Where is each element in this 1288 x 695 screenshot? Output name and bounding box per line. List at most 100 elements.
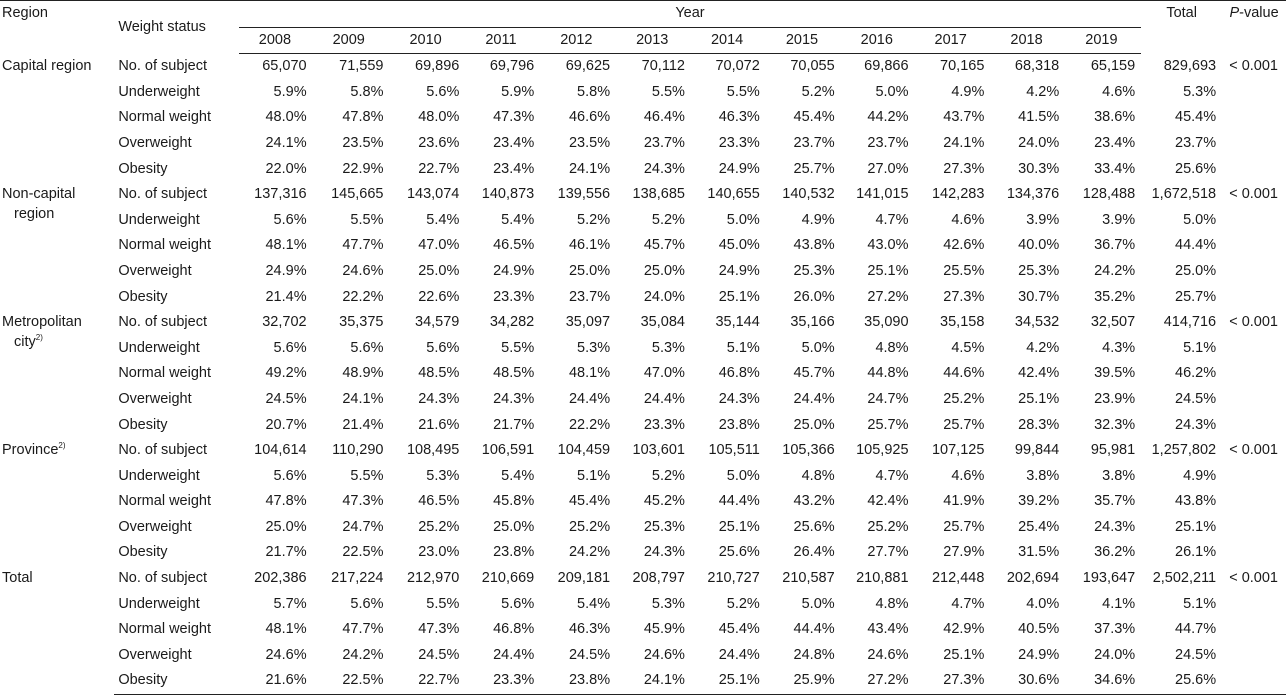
cell-2013: 23.3% xyxy=(643,416,685,433)
cell-2019: 128,488 xyxy=(1082,186,1136,203)
cell-2019: 34.6% xyxy=(1065,668,1142,695)
cell-total: 46.2% xyxy=(1175,365,1217,382)
cell-2017: 4.6% xyxy=(951,467,985,484)
cell-2019: 36.2% xyxy=(1094,544,1136,561)
weight-status-label: Underweight xyxy=(118,467,200,484)
cell-2012: 69,625 xyxy=(565,58,611,75)
weight-status-label: No. of subject xyxy=(118,57,207,74)
cell-2011: 45.8% xyxy=(493,493,535,510)
cell-2009: 5.8% xyxy=(350,83,384,100)
cell-2014: 24.9% xyxy=(718,160,760,177)
cell-2015: 105,366 xyxy=(782,442,835,459)
cell-pvalue: < 0.001 xyxy=(1229,186,1278,203)
weight-status-label: Overweight xyxy=(118,262,192,279)
weight-status-label: No. of subject xyxy=(118,570,207,587)
cell-2011: 46.5% xyxy=(493,237,535,254)
cell-2011: 21.7% xyxy=(493,416,535,433)
cell-2012: 23.8% xyxy=(540,668,617,695)
cell-2015: 140,532 xyxy=(782,186,835,203)
cell-pvalue xyxy=(1222,259,1286,285)
cell-2018: 99,844 xyxy=(1014,442,1060,459)
cell-2010: 5.6% xyxy=(426,83,460,100)
year-header-2009: 2009 xyxy=(312,27,390,55)
cell-2008: 65,070 xyxy=(262,58,307,75)
weight-status-label: Normal weight xyxy=(118,365,211,382)
cell-2016: 5.0% xyxy=(875,83,909,100)
weight-status-label: Normal weight xyxy=(118,237,211,254)
cell-2013: 45.2% xyxy=(643,493,685,510)
cell-2013: 24.0% xyxy=(643,288,685,305)
cell-2019: 23.9% xyxy=(1094,390,1136,407)
cell-2010: 5.4% xyxy=(426,211,460,228)
cell-2012: 25.0% xyxy=(568,262,611,279)
table-header: Region Weight status Year Total P-value … xyxy=(0,0,1286,55)
cell-2016: 42.4% xyxy=(867,493,909,510)
cell-2018: 3.9% xyxy=(1026,211,1060,228)
cell-2014: 44.4% xyxy=(718,493,760,510)
cell-2016: 44.2% xyxy=(867,109,909,126)
cell-2011: 24.3% xyxy=(493,390,535,407)
cell-2011: 210,669 xyxy=(481,570,535,587)
cell-2009: 22.5% xyxy=(312,668,390,695)
cell-total: 829,693 xyxy=(1163,57,1217,74)
cell-2012: 45.4% xyxy=(568,493,611,510)
cell-pvalue xyxy=(1222,361,1286,387)
cell-2013: 47.0% xyxy=(643,365,685,382)
cell-2019: 37.3% xyxy=(1094,621,1136,638)
cell-2019: 3.9% xyxy=(1102,211,1136,228)
cell-2010: 47.3% xyxy=(418,621,460,638)
cell-2018: 30.3% xyxy=(1018,160,1060,177)
cell-2010: 23.6% xyxy=(418,134,460,151)
cell-total: 26.1% xyxy=(1175,544,1217,561)
table-row: Overweight 24.1% 23.5% 23.6% 23.4% 23.5% 23.7%… xyxy=(0,131,1286,157)
weight-status-label: Normal weight xyxy=(118,493,211,510)
cell-2010: 69,896 xyxy=(415,58,460,75)
pvalue-italic-p: P xyxy=(1229,5,1240,21)
cell-2019: 33.4% xyxy=(1094,160,1136,177)
cell-2009: 217,224 xyxy=(331,570,384,587)
cell-2008: 21.4% xyxy=(265,288,307,305)
cell-2018: 25.1% xyxy=(1018,390,1060,407)
region-header: Region xyxy=(2,5,48,21)
cell-2015: 43.8% xyxy=(793,237,835,254)
cell-2015: 4.9% xyxy=(801,211,835,228)
cell-2017: 25.7% xyxy=(943,518,985,535)
table-row: Underweight 5.6% 5.5% 5.3% 5.4% 5.1% 5.2% 5.0% 4… xyxy=(0,464,1286,490)
table-row: Overweight 24.5% 24.1% 24.3% 24.3% 24.4% 24.4%… xyxy=(0,387,1286,413)
region-name-line1: Non-capital xyxy=(2,186,76,203)
cell-2012: 46.1% xyxy=(568,237,611,254)
cell-2010: 46.5% xyxy=(418,493,460,510)
region-name: Capital region xyxy=(0,54,114,182)
cell-2016: 4.8% xyxy=(875,339,909,356)
cell-2008: 5.6% xyxy=(273,211,307,228)
table-row: Capital region No. of subject 65,070 71,559… xyxy=(0,54,1286,80)
total-header: Total xyxy=(1166,5,1197,21)
table-row: Overweight 24.9% 24.6% 25.0% 24.9% 25.0% 25.0%… xyxy=(0,259,1286,285)
cell-2015: 45.7% xyxy=(793,365,835,382)
cell-2016: 69,866 xyxy=(864,58,909,75)
cell-2009: 145,665 xyxy=(331,186,384,203)
cell-2018: 42.4% xyxy=(1018,365,1060,382)
cell-2019: 3.8% xyxy=(1102,467,1136,484)
cell-2014: 105,511 xyxy=(708,442,760,459)
cell-2011: 23.3% xyxy=(465,668,541,695)
weight-status-label: Overweight xyxy=(118,134,192,151)
region-name: Total xyxy=(0,566,114,694)
cell-2011: 23.3% xyxy=(493,288,535,305)
cell-2008: 21.6% xyxy=(238,668,313,695)
cell-2016: 27.0% xyxy=(867,160,909,177)
cell-2012: 24.4% xyxy=(568,390,611,407)
weight-status-label: Overweight xyxy=(118,390,192,407)
cell-pvalue xyxy=(1222,515,1286,541)
cell-2012: 35,097 xyxy=(565,314,611,331)
cell-2018: 24.0% xyxy=(1018,134,1060,151)
cell-2013: 24.4% xyxy=(643,390,685,407)
cell-2019: 38.6% xyxy=(1094,109,1136,126)
weight-status-label: Overweight xyxy=(118,646,192,663)
region-name: Province2) xyxy=(0,438,114,566)
pvalue-suffix: -value xyxy=(1239,5,1279,21)
cell-2013: 25.0% xyxy=(643,262,685,279)
weight-status-label: Obesity xyxy=(118,416,168,433)
weight-status-label: Normal weight xyxy=(118,109,211,126)
cell-2013: 25.3% xyxy=(643,518,685,535)
